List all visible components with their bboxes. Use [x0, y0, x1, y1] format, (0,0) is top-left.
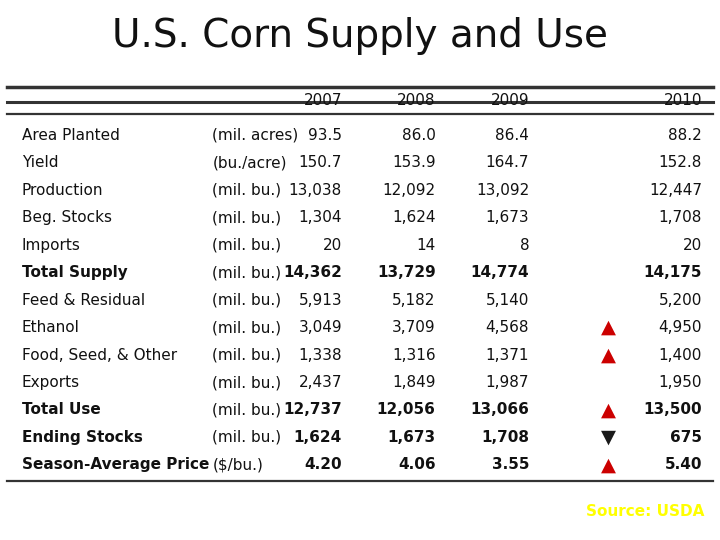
Text: Food, Seed, & Other: Food, Seed, & Other [22, 348, 176, 362]
Text: Total Supply: Total Supply [22, 265, 127, 280]
Text: 4,950: 4,950 [659, 320, 702, 335]
Text: 675: 675 [670, 430, 702, 445]
Text: (mil. bu.): (mil. bu.) [212, 238, 282, 253]
Text: 1,987: 1,987 [486, 375, 529, 390]
Text: 1,708: 1,708 [659, 210, 702, 225]
Text: 152.8: 152.8 [659, 156, 702, 171]
Text: 14,774: 14,774 [471, 265, 529, 280]
Text: 14: 14 [416, 238, 436, 253]
Text: 1,316: 1,316 [392, 348, 436, 362]
Text: 2,437: 2,437 [299, 375, 342, 390]
Text: 2010: 2010 [664, 93, 702, 108]
Text: 4.06: 4.06 [398, 457, 436, 472]
Text: Ethanol: Ethanol [22, 320, 79, 335]
Text: 13,092: 13,092 [476, 183, 529, 198]
Text: 3,049: 3,049 [298, 320, 342, 335]
Text: (mil. bu.): (mil. bu.) [212, 183, 282, 198]
Text: 12,737: 12,737 [283, 402, 342, 417]
Text: 12,092: 12,092 [382, 183, 436, 198]
Text: 4,568: 4,568 [486, 320, 529, 335]
Text: ▼: ▼ [601, 428, 616, 447]
Text: ($/bu.): ($/bu.) [212, 457, 264, 472]
Text: 13,729: 13,729 [377, 265, 436, 280]
Text: (mil. bu.): (mil. bu.) [212, 430, 282, 445]
Text: IOWA STATE UNIVERSITY: IOWA STATE UNIVERSITY [13, 490, 279, 508]
Text: (mil. bu.): (mil. bu.) [212, 210, 282, 225]
Text: 5,913: 5,913 [298, 293, 342, 308]
Text: 1,304: 1,304 [299, 210, 342, 225]
Text: 2009: 2009 [490, 93, 529, 108]
Text: 14,175: 14,175 [644, 265, 702, 280]
Text: 2008: 2008 [397, 93, 436, 108]
Text: 13,038: 13,038 [289, 183, 342, 198]
Text: 1,371: 1,371 [486, 348, 529, 362]
Text: 5,140: 5,140 [486, 293, 529, 308]
Text: (mil. bu.): (mil. bu.) [212, 320, 282, 335]
Text: Beg. Stocks: Beg. Stocks [22, 210, 112, 225]
Text: 1,950: 1,950 [659, 375, 702, 390]
Text: 1,708: 1,708 [481, 430, 529, 445]
Text: 164.7: 164.7 [486, 156, 529, 171]
Text: 93.5: 93.5 [308, 128, 342, 143]
Text: Source: USDA: Source: USDA [586, 504, 704, 519]
Text: 5.40: 5.40 [665, 457, 702, 472]
Text: 12,056: 12,056 [377, 402, 436, 417]
Text: 3.55: 3.55 [492, 457, 529, 472]
Text: 1,624: 1,624 [294, 430, 342, 445]
Text: 13,500: 13,500 [644, 402, 702, 417]
Text: 153.9: 153.9 [392, 156, 436, 171]
Text: (mil. bu.): (mil. bu.) [212, 348, 282, 362]
Text: 1,673: 1,673 [387, 430, 436, 445]
Text: 20: 20 [323, 238, 342, 253]
Text: (bu./acre): (bu./acre) [212, 156, 287, 171]
Text: (mil. bu.): (mil. bu.) [212, 293, 282, 308]
Text: ▲: ▲ [601, 401, 616, 420]
Text: 5,200: 5,200 [659, 293, 702, 308]
Text: ▲: ▲ [601, 455, 616, 475]
Text: 3,709: 3,709 [392, 320, 436, 335]
Text: (mil. bu.): (mil. bu.) [212, 402, 282, 417]
Text: Total Use: Total Use [22, 402, 100, 417]
Text: 4.20: 4.20 [305, 457, 342, 472]
Text: 2007: 2007 [304, 93, 342, 108]
Text: 14,362: 14,362 [283, 265, 342, 280]
Text: ▲: ▲ [601, 318, 616, 337]
Text: 1,400: 1,400 [659, 348, 702, 362]
Text: Imports: Imports [22, 238, 81, 253]
Text: 12,447: 12,447 [649, 183, 702, 198]
Text: (mil. bu.): (mil. bu.) [212, 375, 282, 390]
Text: 88.2: 88.2 [668, 128, 702, 143]
Text: U.S. Corn Supply and Use: U.S. Corn Supply and Use [112, 17, 608, 55]
Text: Ending Stocks: Ending Stocks [22, 430, 143, 445]
Text: Production: Production [22, 183, 103, 198]
Text: Exports: Exports [22, 375, 80, 390]
Text: 13,066: 13,066 [470, 402, 529, 417]
Text: University Extension/Department of Economics: University Extension/Department of Econo… [13, 521, 326, 534]
Text: Area Planted: Area Planted [22, 128, 120, 143]
Text: 1,624: 1,624 [392, 210, 436, 225]
Text: 20: 20 [683, 238, 702, 253]
Text: Feed & Residual: Feed & Residual [22, 293, 145, 308]
Text: 1,673: 1,673 [485, 210, 529, 225]
Text: ▲: ▲ [601, 346, 616, 365]
Text: (mil. bu.): (mil. bu.) [212, 265, 282, 280]
Text: 150.7: 150.7 [299, 156, 342, 171]
Text: 1,849: 1,849 [392, 375, 436, 390]
Text: 8: 8 [520, 238, 529, 253]
Text: 86.0: 86.0 [402, 128, 436, 143]
Text: 5,182: 5,182 [392, 293, 436, 308]
Text: 86.4: 86.4 [495, 128, 529, 143]
Text: (mil. acres): (mil. acres) [212, 128, 299, 143]
Text: Yield: Yield [22, 156, 58, 171]
Text: Season-Average Price: Season-Average Price [22, 457, 209, 472]
Text: 1,338: 1,338 [298, 348, 342, 362]
